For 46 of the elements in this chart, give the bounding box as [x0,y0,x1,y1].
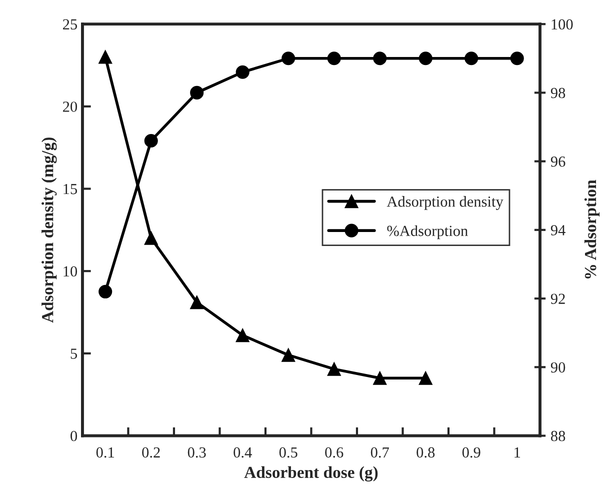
y-tick-label: 5 [70,348,78,359]
x-tick-label: 0.3 [188,447,206,458]
point [327,362,341,376]
x-tick-label: 0.4 [234,447,252,458]
y-tick-label: 25 [63,19,78,30]
point [282,52,296,66]
y-tick-label: 20 [63,102,78,112]
legend-label: Adsorption density [386,196,504,210]
x-tick-label: 0.8 [416,447,435,458]
x-tick-label: 1 [514,447,520,458]
point [98,284,112,298]
x-tick-label: 0.6 [325,447,344,458]
point [510,52,524,66]
y2-tick-label: 88 [550,430,566,442]
point [418,52,432,66]
point [144,231,158,245]
point [373,371,387,385]
point [236,65,250,79]
point [327,52,341,66]
y-tick-label: 0 [70,430,78,442]
point [373,52,387,66]
point [418,371,432,385]
y2-tick-label: 92 [550,294,565,304]
y2-tick-label: 94 [550,225,566,236]
x-axis-title: Adsorbent dose (g) [244,466,378,482]
point [190,86,204,100]
x-tick-label: 0.9 [462,447,480,458]
y-tick-label: 15 [64,184,78,194]
legend-label: %Adsorption [387,225,468,240]
x-tick-label: 0.5 [279,447,298,458]
x-tick-label: 0.1 [96,447,114,458]
y2-tick-label: 100 [552,19,573,30]
point [236,328,250,342]
y-axis-title: Adsorption density (mg/g) [42,138,57,323]
y2-tick-label: 90 [550,362,566,373]
y2-axis-title: % Adsorption [584,180,600,278]
x-tick-label: 0.7 [370,447,389,458]
y2-tick-label: 98 [550,88,566,98]
y-tick-label: 10 [64,266,78,277]
point [282,348,296,362]
x-tick-label: 0.2 [142,447,160,458]
y2-tick-label: 96 [550,156,566,167]
point [464,52,478,66]
point [98,50,112,64]
point [144,134,158,148]
point [190,296,204,310]
